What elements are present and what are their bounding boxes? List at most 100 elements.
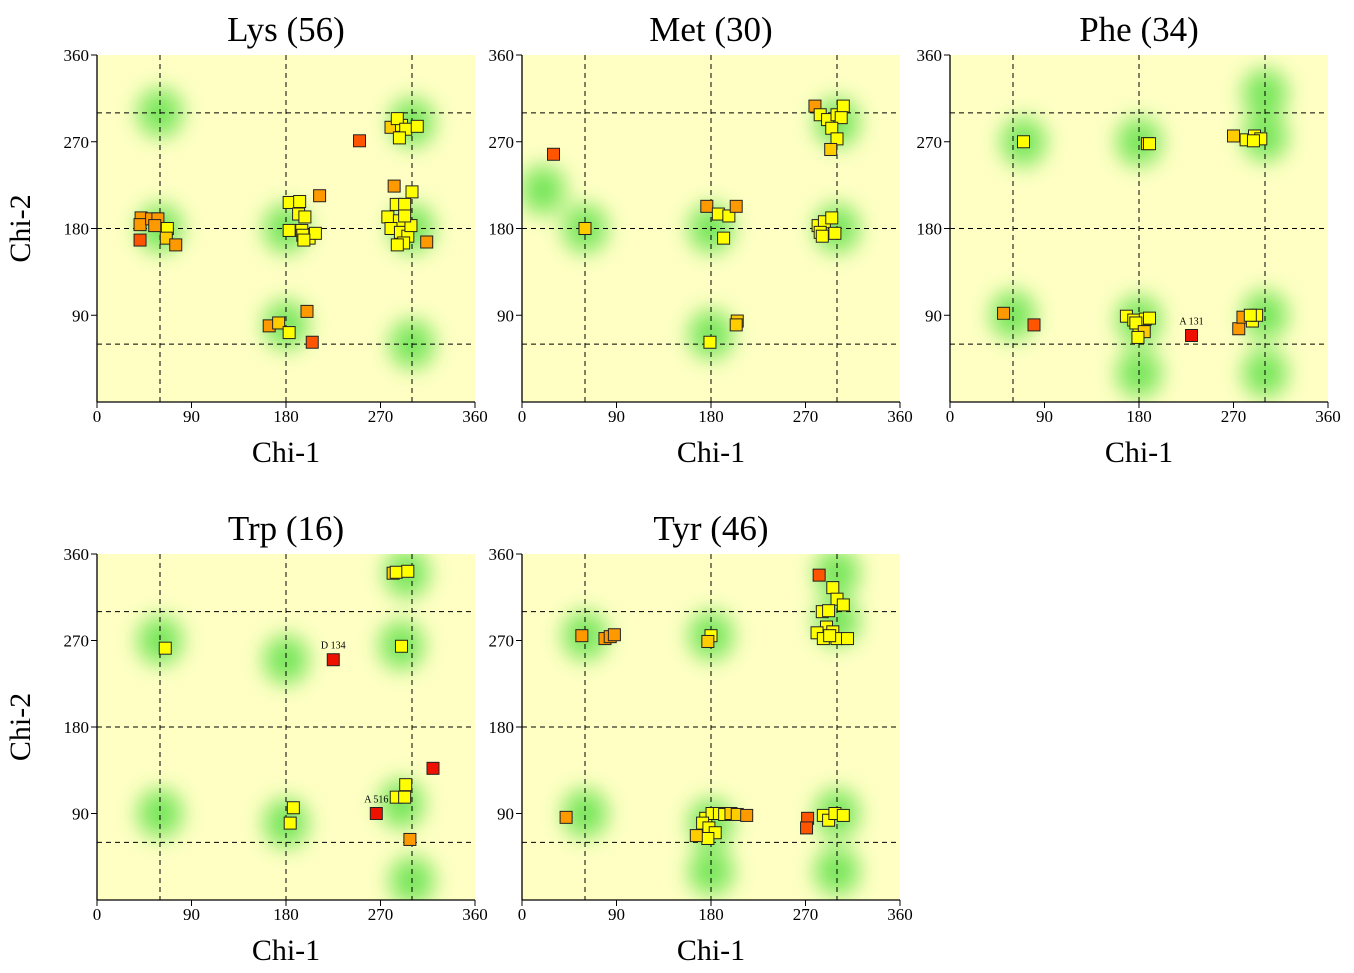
data-point bbox=[578, 222, 592, 235]
x-tick-label: 0 bbox=[93, 407, 102, 426]
data-point bbox=[1143, 137, 1156, 151]
data-point bbox=[729, 199, 743, 213]
density-core bbox=[273, 644, 299, 675]
y-tick-label: 90 bbox=[72, 306, 89, 325]
chart-panel: 0 90 180 270 360 90 180 270 360 Lys (56) Chi-1 Chi-… bbox=[4, 10, 488, 469]
y-tick-label: 180 bbox=[489, 718, 515, 737]
data-point bbox=[689, 829, 703, 843]
data-point bbox=[1243, 308, 1257, 322]
y-tick-label: 360 bbox=[489, 46, 515, 65]
data-point bbox=[308, 226, 322, 240]
y-tick-label: 270 bbox=[64, 133, 90, 152]
y-tick-label: 360 bbox=[64, 46, 90, 65]
y-tick-label: 90 bbox=[72, 805, 89, 824]
data-point bbox=[399, 778, 413, 792]
data-point bbox=[401, 564, 415, 578]
x-axis-label: Chi-1 bbox=[252, 934, 320, 967]
data-point bbox=[701, 831, 715, 845]
y-tick-label: 180 bbox=[64, 718, 90, 737]
data-point bbox=[822, 604, 836, 618]
data-point bbox=[283, 816, 297, 830]
data-point bbox=[836, 598, 850, 612]
data-point bbox=[701, 634, 715, 648]
data-point bbox=[398, 197, 412, 211]
y-tick-label: 180 bbox=[489, 220, 515, 239]
y-tick-label: 180 bbox=[64, 220, 90, 239]
data-point bbox=[729, 318, 743, 332]
x-tick-label: 0 bbox=[946, 407, 955, 426]
data-point bbox=[169, 238, 183, 252]
data-point bbox=[313, 189, 327, 203]
data-point bbox=[828, 226, 842, 240]
data-point bbox=[703, 335, 717, 349]
x-tick-label: 0 bbox=[93, 905, 102, 924]
reference-lines bbox=[950, 55, 1328, 402]
y-tick-label: 360 bbox=[917, 46, 943, 65]
data-point bbox=[812, 568, 826, 582]
y-tick-label: 360 bbox=[64, 545, 90, 564]
reference-lines bbox=[522, 554, 900, 900]
point-annotation: A 131 bbox=[1179, 316, 1203, 327]
x-axis-label: Chi-1 bbox=[677, 934, 745, 967]
y-tick-label: 90 bbox=[497, 805, 514, 824]
points-layer bbox=[547, 99, 850, 349]
data-point bbox=[836, 808, 850, 822]
density-core bbox=[572, 798, 598, 829]
data-point bbox=[133, 218, 147, 232]
x-tick-label: 270 bbox=[793, 407, 819, 426]
x-axis-label: Chi-1 bbox=[252, 436, 320, 469]
x-tick-label: 180 bbox=[273, 905, 299, 924]
y-axis-label: Chi-2 bbox=[4, 194, 37, 262]
y-tick-label: 270 bbox=[489, 632, 515, 651]
data-point bbox=[389, 565, 403, 579]
point-annotation: A 516 bbox=[364, 795, 388, 806]
data-point bbox=[426, 761, 440, 775]
chart-panel: 0 90 180 270 360 90 180 270 360 Met (30) Chi-1 bbox=[489, 10, 913, 469]
data-point bbox=[158, 641, 172, 655]
data-point bbox=[547, 147, 560, 161]
x-tick-label: 0 bbox=[518, 905, 527, 924]
x-tick-label: 270 bbox=[368, 407, 394, 426]
data-point bbox=[390, 112, 404, 126]
y-tick-label: 270 bbox=[917, 133, 943, 152]
data-point bbox=[1143, 311, 1156, 325]
chart-panel: 0 90 180 270 360 90 180 270 360 Tyr (46) Chi-1 bbox=[489, 509, 913, 967]
data-point bbox=[381, 210, 395, 224]
data-point bbox=[148, 219, 162, 233]
data-point bbox=[293, 195, 307, 209]
x-tick-label: 90 bbox=[183, 905, 200, 924]
data-point bbox=[410, 119, 424, 133]
data-point bbox=[722, 209, 736, 223]
data-point bbox=[836, 99, 850, 113]
data-point bbox=[282, 326, 296, 340]
chart-title: Tyr (46) bbox=[653, 509, 768, 548]
data-point bbox=[834, 111, 848, 125]
data-point bbox=[398, 209, 412, 223]
data-point bbox=[387, 179, 401, 193]
chart-title: Trp (16) bbox=[228, 509, 344, 548]
data-point bbox=[420, 235, 434, 249]
data-point bbox=[403, 832, 417, 846]
points-layer bbox=[997, 129, 1268, 344]
x-tick-label: 180 bbox=[698, 905, 724, 924]
points-layer bbox=[133, 112, 434, 349]
y-axis-label: Chi-2 bbox=[4, 693, 37, 761]
data-point bbox=[1017, 135, 1030, 149]
x-tick-label: 270 bbox=[368, 905, 394, 924]
data-point bbox=[395, 639, 408, 653]
chart-panel: 0 90 180 270 360 90 180 270 360 D 134 A 516 Trp (16… bbox=[4, 509, 488, 967]
data-point bbox=[272, 316, 286, 330]
y-tick-label: 360 bbox=[489, 545, 515, 564]
data-point bbox=[1027, 318, 1041, 332]
x-tick-label: 360 bbox=[887, 905, 913, 924]
data-point bbox=[392, 131, 406, 145]
data-point bbox=[305, 335, 319, 349]
data-point bbox=[824, 142, 838, 156]
data-point bbox=[133, 233, 147, 247]
x-tick-label: 360 bbox=[1315, 407, 1341, 426]
data-point bbox=[326, 653, 340, 667]
x-tick-label: 360 bbox=[462, 407, 488, 426]
data-point bbox=[841, 632, 854, 646]
data-point bbox=[298, 210, 312, 224]
chart-panel: 0 90 180 270 360 90 180 270 360 A 131 Phe (34) Chi-… bbox=[917, 10, 1341, 469]
